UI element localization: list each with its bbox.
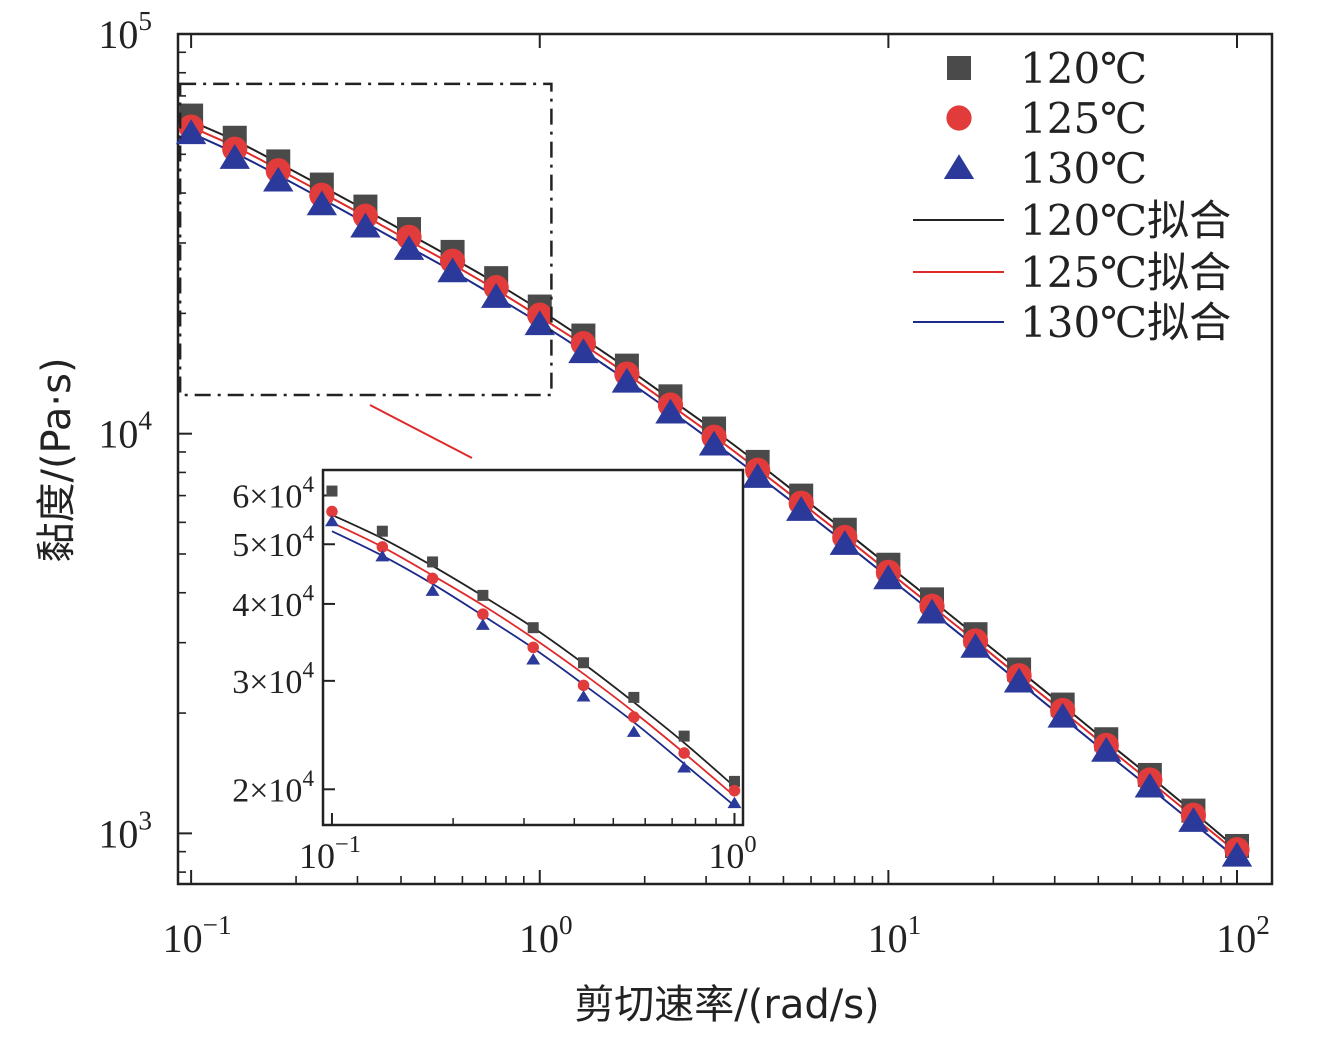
inset-data-point [577, 679, 590, 692]
inset-data-point [527, 641, 539, 654]
inset-plot: 10−1 100 2×104 3×104 4×104 5×104 6×104 [232, 468, 757, 876]
legend-label: 125℃拟合 [1020, 248, 1231, 297]
plot-frame [176, 32, 1274, 886]
inset-fit-line [331, 521, 736, 797]
main-plot: 10−1 100 101 102 103 104 105 [98, 6, 1274, 961]
inset-data-point [376, 541, 389, 553]
y-axis-title: 黏度/(Pa·s) [34, 357, 80, 562]
legend-label: 130℃ [1020, 144, 1147, 193]
zoom-connector [369, 404, 473, 459]
legend-marker-swatch [943, 154, 975, 180]
inset-data-point [326, 485, 338, 497]
x-axis-title: 剪切速率/(rad/s) [574, 982, 879, 1028]
data-point [1003, 667, 1035, 693]
inset-data-point [325, 514, 339, 527]
data-point [786, 496, 817, 521]
data-point [175, 119, 207, 145]
inset-data-point [426, 572, 439, 585]
data-point [393, 235, 425, 260]
data-point [611, 367, 643, 393]
x-tick-label: 102 [1216, 910, 1270, 961]
inset-y-tick-label: 5×104 [232, 521, 314, 564]
inset-data-point [375, 549, 390, 562]
inset-data-point [628, 711, 640, 723]
inset-data-point [578, 657, 590, 669]
inset-y-tick-label: 6×104 [232, 472, 314, 515]
inset-data-point [677, 761, 692, 773]
inset-data-point [527, 622, 539, 634]
data-point [306, 190, 338, 216]
inset-x-tick-label: 10−1 [299, 831, 361, 876]
data-point [1178, 807, 1209, 832]
data-point [698, 430, 730, 456]
data-point [1134, 772, 1166, 798]
inset-x-tick-label: 100 [708, 831, 756, 876]
data-point [655, 398, 686, 424]
zoom-indicator [178, 82, 553, 459]
inset-data-point [477, 589, 489, 601]
inset-data-point [427, 556, 439, 568]
data-point [960, 632, 991, 658]
inset-y-tick-label: 4×104 [232, 581, 314, 624]
x-tick-label: 100 [519, 910, 573, 961]
inset-data-point [326, 505, 338, 518]
data-point [1221, 841, 1253, 867]
inset-data-point [727, 796, 742, 809]
data-point [742, 463, 773, 488]
inset-data-point [728, 775, 740, 787]
data-point [1047, 702, 1078, 728]
legend-label: 125℃ [1020, 94, 1147, 143]
inset-data-point [475, 618, 490, 630]
inset-data-point [477, 608, 489, 620]
legend-marker-swatch [946, 105, 972, 131]
inset-data-point [628, 691, 640, 703]
inset-y-tick-label: 3×104 [232, 658, 314, 701]
x-tick-label: 10−1 [163, 910, 232, 961]
inset-data-point [576, 690, 591, 702]
data-point [437, 257, 468, 283]
inset-data-point [425, 584, 440, 596]
data-point [568, 338, 599, 364]
data-point [350, 212, 381, 238]
data-point [873, 564, 904, 590]
data-point [916, 598, 948, 624]
data-point [219, 144, 250, 169]
legend-label: 130℃拟合 [1020, 298, 1231, 347]
inset-data-point [626, 725, 641, 737]
legend-marker-swatch [947, 56, 971, 80]
x-tick-label: 101 [868, 910, 922, 961]
inset-data-point [526, 653, 541, 665]
data-point [1091, 736, 1122, 762]
data-point [480, 283, 512, 308]
y-tick-label: 103 [98, 805, 152, 856]
zoom-box [178, 82, 553, 397]
inset-data-point [678, 747, 690, 759]
inset-data-point [678, 730, 690, 742]
inset-data-point [728, 784, 741, 797]
y-tick-label: 105 [98, 6, 152, 57]
data-point [829, 530, 860, 555]
inset-data-point [376, 525, 388, 537]
inset-y-tick-label: 2×104 [232, 766, 314, 809]
legend-label: 120℃ [1020, 44, 1147, 93]
legend-label: 120℃拟合 [1020, 196, 1231, 245]
data-point [524, 310, 555, 336]
data-point [263, 166, 294, 192]
y-tick-label: 104 [98, 406, 152, 457]
